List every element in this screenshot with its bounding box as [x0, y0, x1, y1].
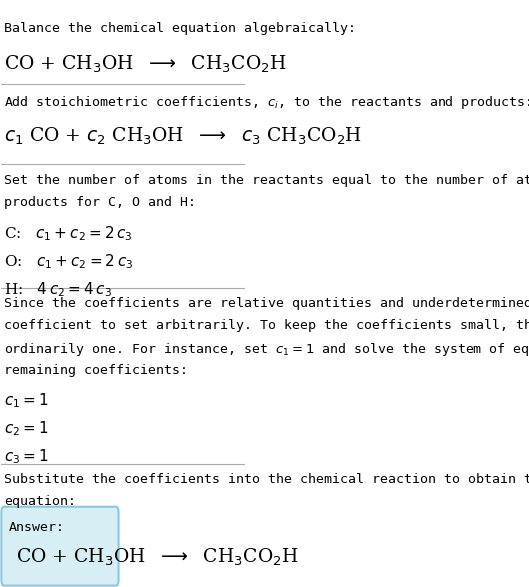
Text: Balance the chemical equation algebraically:: Balance the chemical equation algebraica…	[4, 22, 356, 35]
Text: $c_1 = 1$: $c_1 = 1$	[4, 392, 49, 410]
Text: Add stoichiometric coefficients, $c_i$, to the reactants and products:: Add stoichiometric coefficients, $c_i$, …	[4, 94, 529, 111]
Text: Set the number of atoms in the reactants equal to the number of atoms in the: Set the number of atoms in the reactants…	[4, 174, 529, 187]
Text: Since the coefficients are relative quantities and underdetermined, choose a: Since the coefficients are relative quan…	[4, 297, 529, 310]
Text: Substitute the coefficients into the chemical reaction to obtain the balanced: Substitute the coefficients into the che…	[4, 473, 529, 486]
Text: $c_2 = 1$: $c_2 = 1$	[4, 420, 49, 438]
Text: H:   $4\,c_2 = 4\,c_3$: H: $4\,c_2 = 4\,c_3$	[4, 280, 112, 299]
Text: equation:: equation:	[4, 495, 76, 508]
Text: coefficient to set arbitrarily. To keep the coefficients small, the arbitrary va: coefficient to set arbitrarily. To keep …	[4, 319, 529, 332]
Text: Answer:: Answer:	[8, 521, 65, 534]
Text: remaining coefficients:: remaining coefficients:	[4, 363, 188, 377]
Text: products for C, O and H:: products for C, O and H:	[4, 196, 196, 209]
Text: C:   $c_1 + c_2 = 2\,c_3$: C: $c_1 + c_2 = 2\,c_3$	[4, 224, 132, 242]
FancyBboxPatch shape	[2, 507, 118, 586]
Text: ordinarily one. For instance, set $c_1 = 1$ and solve the system of equations fo: ordinarily one. For instance, set $c_1 =…	[4, 342, 529, 359]
Text: CO + CH$_3$OH  $\longrightarrow$  CH$_3$CO$_2$H: CO + CH$_3$OH $\longrightarrow$ CH$_3$CO…	[4, 54, 287, 75]
Text: O:   $c_1 + c_2 = 2\,c_3$: O: $c_1 + c_2 = 2\,c_3$	[4, 252, 133, 271]
Text: $c_3 = 1$: $c_3 = 1$	[4, 448, 49, 467]
Text: CO + CH$_3$OH  $\longrightarrow$  CH$_3$CO$_2$H: CO + CH$_3$OH $\longrightarrow$ CH$_3$CO…	[16, 546, 299, 568]
Text: $c_1$ CO + $c_2$ CH$_3$OH  $\longrightarrow$  $c_3$ CH$_3$CO$_2$H: $c_1$ CO + $c_2$ CH$_3$OH $\longrightarr…	[4, 126, 362, 147]
